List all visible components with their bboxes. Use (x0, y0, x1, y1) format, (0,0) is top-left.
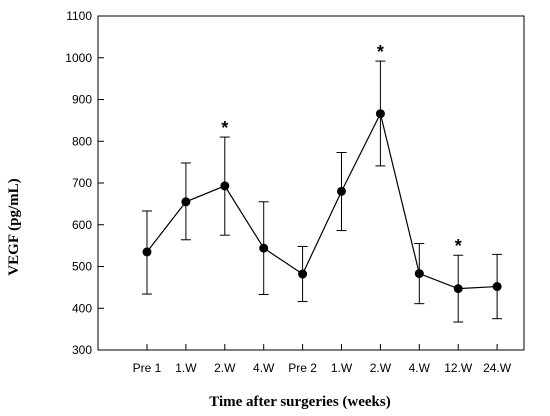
x-tick-label: 24.W (483, 361, 512, 375)
data-point (259, 243, 269, 253)
y-axis-title: VEGF (pg/mL) (6, 178, 22, 275)
significance-marker: * (221, 118, 228, 138)
y-tick-label: 1100 (66, 9, 92, 23)
y-tick-label: 500 (72, 260, 92, 274)
data-point (142, 247, 152, 257)
data-point (337, 186, 346, 196)
x-tick-label: 12.W (444, 361, 473, 375)
data-point (453, 284, 463, 294)
x-axis-title: Time after surgeries (weeks) (209, 394, 390, 410)
y-tick-label: 700 (72, 176, 92, 190)
data-point (298, 269, 308, 279)
significance-marker: * (377, 42, 384, 62)
data-point (492, 282, 502, 292)
x-tick-label: 2.W (214, 361, 236, 375)
x-tick-label: 1.W (175, 361, 197, 375)
x-tick-label: Pre 2 (288, 361, 317, 375)
data-point (375, 109, 385, 119)
y-tick-label: 400 (72, 301, 92, 315)
significance-marker: * (455, 236, 462, 256)
x-tick-label: 1.W (331, 361, 353, 375)
plot-frame (97, 15, 525, 351)
x-tick-label: 2.W (370, 361, 392, 375)
y-tick-label: 300 (72, 343, 92, 357)
data-point (414, 269, 424, 279)
y-tick-label: 900 (72, 93, 92, 107)
x-tick-label: 4.W (253, 361, 275, 375)
data-point (220, 181, 230, 191)
x-tick-label: Pre 1 (133, 361, 162, 375)
y-tick-label: 800 (72, 134, 92, 148)
series-line (146, 111, 498, 290)
data-point (181, 197, 191, 207)
x-tick-label: 4.W (409, 361, 431, 375)
y-tick-label: 1000 (65, 51, 92, 65)
y-tick-label: 600 (72, 218, 92, 232)
